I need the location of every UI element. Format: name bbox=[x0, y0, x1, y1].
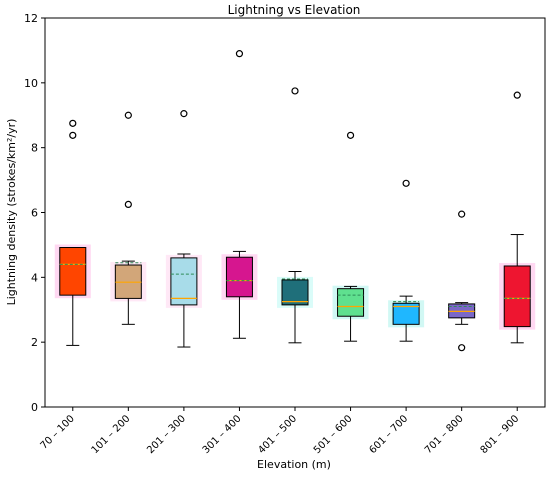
outlier-point bbox=[124, 111, 132, 119]
outlier-point bbox=[346, 131, 355, 139]
x-tick-label: 70 – 100 bbox=[39, 413, 77, 451]
y-tick-label: 0 bbox=[31, 401, 38, 414]
y-tick-label: 8 bbox=[31, 142, 38, 155]
plot-frame bbox=[44, 17, 546, 408]
box bbox=[503, 265, 531, 328]
box-group-4 bbox=[221, 50, 258, 339]
y-tick-label: 10 bbox=[24, 77, 38, 90]
y-tick-label: 4 bbox=[31, 271, 38, 284]
outlier-point bbox=[458, 210, 466, 218]
x-tick-label: 501 – 600 bbox=[312, 413, 355, 456]
box bbox=[225, 256, 253, 298]
box bbox=[59, 247, 87, 296]
box bbox=[281, 279, 309, 306]
x-tick-label: 201 – 300 bbox=[145, 413, 188, 456]
x-tick-label: 101 – 200 bbox=[90, 413, 133, 456]
box bbox=[337, 288, 365, 317]
x-tick-label: 301 – 400 bbox=[201, 413, 244, 456]
outlier-point bbox=[69, 131, 77, 139]
box bbox=[170, 257, 198, 306]
outlier-point bbox=[124, 200, 132, 208]
outlier-point bbox=[513, 91, 521, 99]
outlier-point bbox=[458, 344, 466, 352]
outlier-point bbox=[402, 179, 410, 187]
box-group-2 bbox=[110, 111, 147, 325]
box-group-1 bbox=[54, 119, 91, 346]
box-group-9 bbox=[499, 91, 536, 344]
box bbox=[392, 302, 420, 325]
box-group-6 bbox=[332, 131, 369, 342]
box-group-5 bbox=[277, 87, 313, 344]
box-group-7 bbox=[388, 179, 425, 342]
y-axis-label: Lightning density (strokes/km²/yr) bbox=[5, 119, 18, 306]
chart-title: Lightning vs Elevation bbox=[228, 3, 361, 17]
box-group-3 bbox=[165, 110, 202, 348]
y-tick-label: 12 bbox=[24, 12, 38, 25]
x-tick-label: 801 – 900 bbox=[479, 413, 522, 456]
x-tick-label: 701 – 800 bbox=[423, 413, 466, 456]
outlier-point bbox=[69, 119, 77, 127]
x-tick-label: 601 – 700 bbox=[367, 413, 410, 456]
y-tick-label: 6 bbox=[31, 207, 38, 220]
box-group-8 bbox=[443, 210, 480, 352]
axes: 0 2 4 6 8 10 12 70 – 100 101 – 200 201 – 300 301 –… bbox=[24, 12, 546, 456]
outlier-point bbox=[291, 87, 299, 95]
x-tick-label: 401 – 500 bbox=[256, 413, 299, 456]
outlier-point bbox=[235, 50, 244, 58]
plot-area bbox=[54, 50, 536, 352]
y-tick-label: 2 bbox=[31, 336, 38, 349]
outlier-point bbox=[180, 110, 188, 118]
x-axis-label: Elevation (m) bbox=[257, 458, 331, 471]
